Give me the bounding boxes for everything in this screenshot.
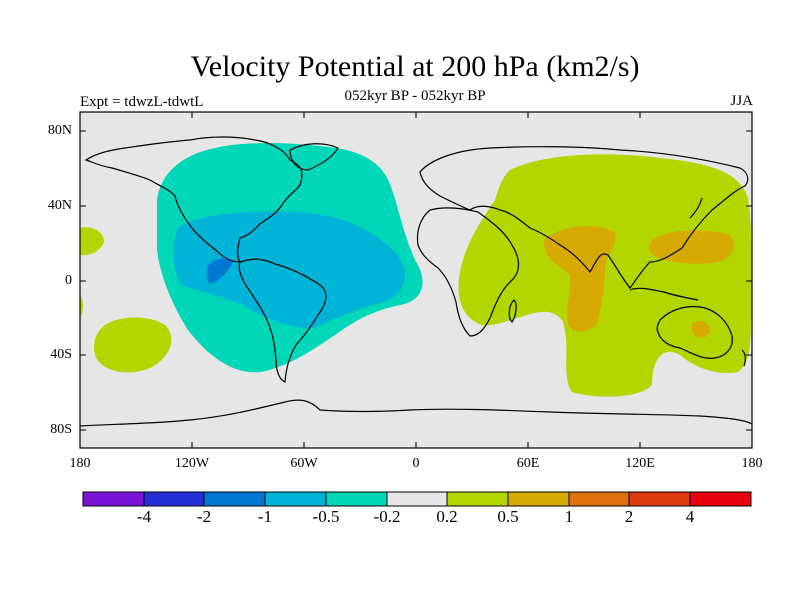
negative-region-strong bbox=[206, 258, 233, 284]
lat-label-80n: 80N bbox=[47, 123, 72, 138]
map-plot-area bbox=[80, 112, 752, 448]
colorbar-label: 2 bbox=[624, 507, 634, 526]
coastlines bbox=[80, 136, 752, 427]
lon-label-120e: 120E bbox=[625, 456, 655, 471]
lat-label-40s: 40S bbox=[50, 347, 72, 362]
coastline-eurasia bbox=[419, 146, 749, 289]
positive-patch-west-edge bbox=[80, 295, 83, 318]
colorbar-label: 0.2 bbox=[436, 507, 458, 526]
lat-label-0: 0 bbox=[65, 273, 72, 288]
lat-label-40n: 40N bbox=[47, 198, 72, 213]
map-subtitle: 052kyr BP - 052kyr BP bbox=[344, 88, 486, 104]
colorbar-bin-1 bbox=[82, 491, 145, 507]
experiment-label: Expt = tdwzL-tdwtL bbox=[80, 94, 204, 110]
coastline-australia bbox=[656, 305, 733, 359]
colorbar-bin-11 bbox=[689, 491, 752, 507]
positive-patch-australia-moderate bbox=[692, 320, 710, 338]
colorbar-bin-6 bbox=[386, 491, 448, 507]
coastline-new-zealand bbox=[741, 349, 746, 367]
coastline-africa bbox=[416, 207, 520, 337]
coastline-south-america bbox=[238, 258, 327, 383]
lon-label-60e: 60E bbox=[516, 456, 540, 471]
colorbar-label: 4 bbox=[685, 507, 695, 526]
coastline-greenland bbox=[289, 143, 339, 171]
coastline-north-america bbox=[84, 136, 303, 263]
colorbar-bin-3 bbox=[203, 491, 266, 507]
negative-region-moderate bbox=[173, 211, 405, 329]
colorbar bbox=[82, 491, 752, 507]
season-label: JJA bbox=[730, 93, 753, 109]
coastline-japan bbox=[689, 197, 703, 219]
axis-ticks bbox=[80, 112, 752, 448]
lon-label-0: 0 bbox=[412, 456, 420, 471]
colorbar-label: -0.5 bbox=[312, 507, 340, 526]
colorbar-bin-4 bbox=[264, 491, 327, 507]
colorbar-bin-7 bbox=[446, 491, 509, 507]
lon-label-180-west: 180 bbox=[69, 456, 91, 471]
coastline-madagascar bbox=[508, 299, 517, 323]
colorbar-label: -2 bbox=[196, 507, 212, 526]
colorbar-bin-2 bbox=[143, 491, 205, 507]
positive-patch-south-pacific bbox=[94, 317, 172, 373]
coastline-antarctica bbox=[80, 399, 752, 427]
colorbar-label: -1 bbox=[257, 507, 273, 526]
lon-label-180-east: 180 bbox=[741, 456, 763, 471]
colorbar-label: -4 bbox=[136, 507, 152, 526]
colorbar-bin-10 bbox=[628, 491, 691, 507]
positive-region-moderate-indo bbox=[544, 226, 616, 332]
colorbar-label: 1 bbox=[564, 507, 574, 526]
lon-label-60w: 60W bbox=[290, 456, 318, 471]
colorbar-bin-9 bbox=[568, 491, 630, 507]
lat-label-80s: 80S bbox=[50, 422, 72, 437]
map-title: Velocity Potential at 200 hPa (km2/s) bbox=[190, 50, 640, 83]
positive-region-weak bbox=[458, 154, 752, 397]
colorbar-bin-5 bbox=[325, 491, 388, 507]
colorbar-label: 0.5 bbox=[497, 507, 519, 526]
lon-label-120w: 120W bbox=[174, 456, 210, 471]
positive-region-moderate-pacific bbox=[649, 230, 734, 264]
coastline-indonesia bbox=[629, 287, 699, 301]
colorbar-label: -0.2 bbox=[373, 507, 401, 526]
colorbar-bin-8 bbox=[507, 491, 570, 507]
positive-patch-west-pacific-north bbox=[80, 227, 104, 256]
